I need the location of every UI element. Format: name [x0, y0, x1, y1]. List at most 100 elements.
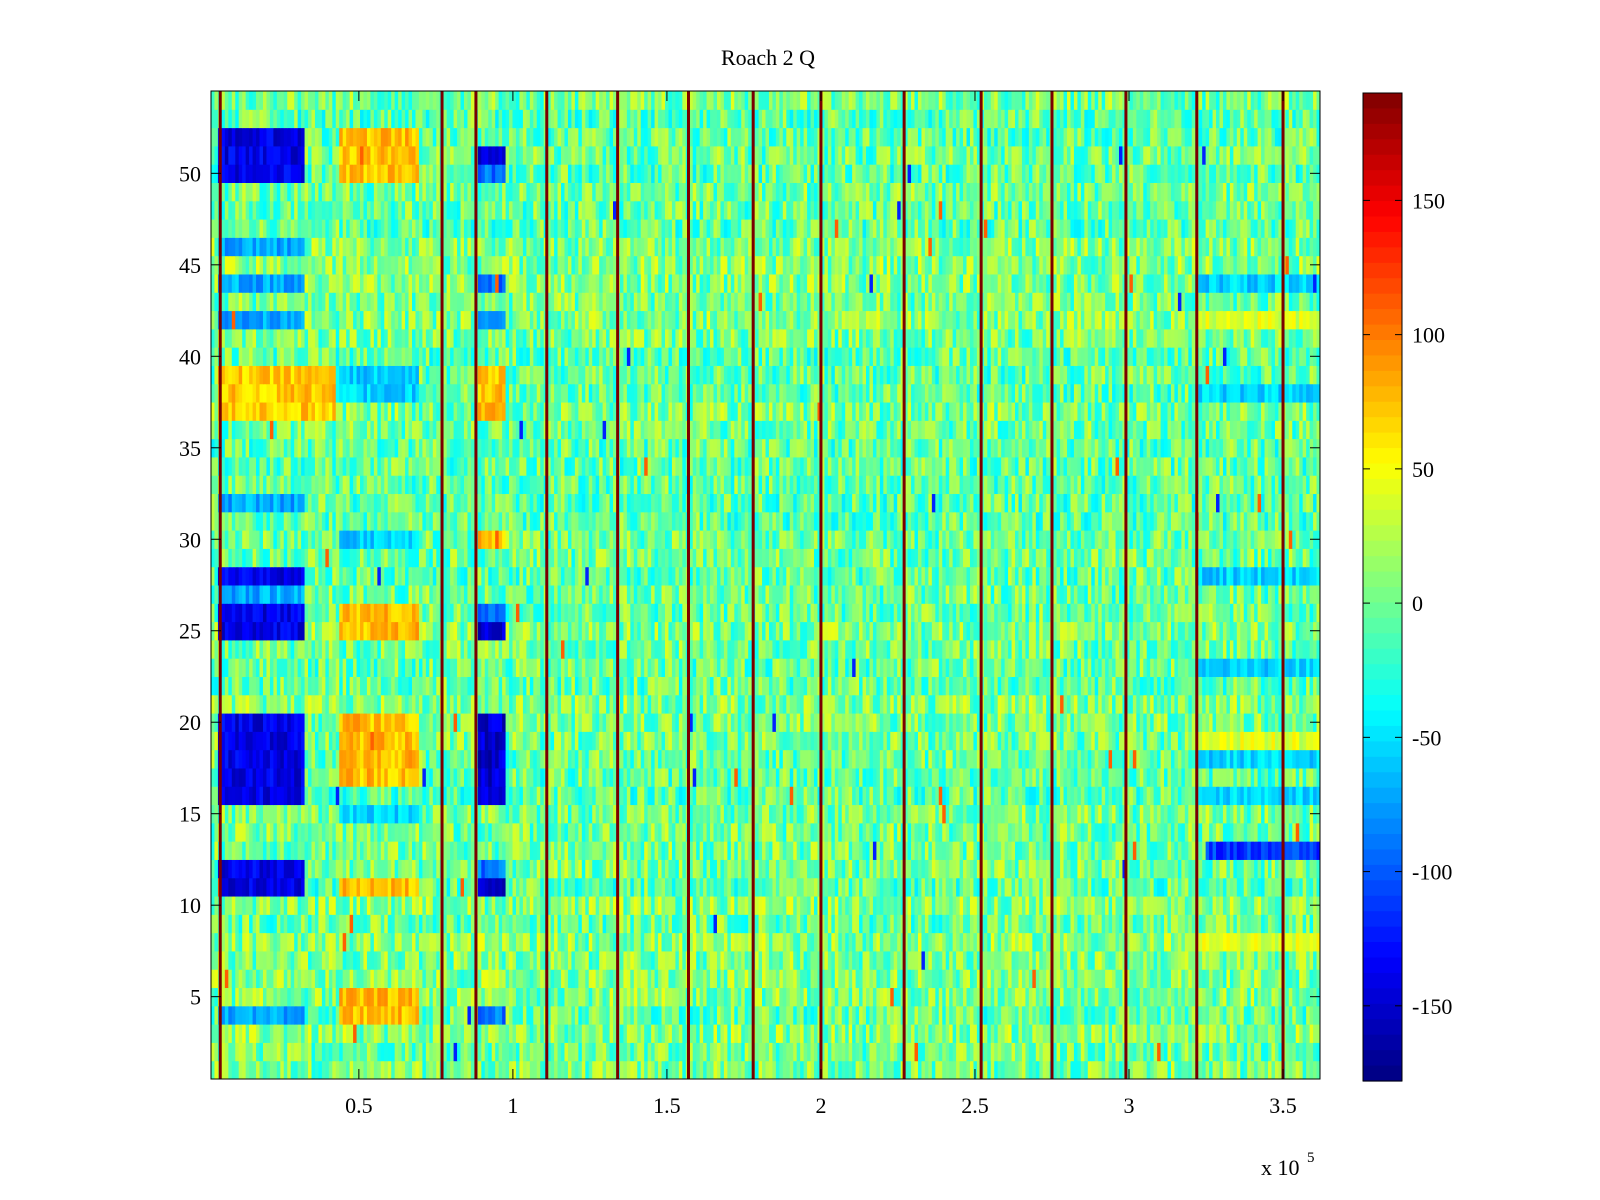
- heatmap-cell: [450, 1024, 454, 1043]
- heatmap-cell: [1129, 988, 1133, 1007]
- heatmap-cell: [1230, 988, 1234, 1007]
- heatmap-cell: [883, 805, 887, 824]
- heatmap-cell: [370, 823, 374, 842]
- heatmap-cell: [1105, 1042, 1109, 1061]
- heatmap-cell: [1271, 878, 1275, 897]
- heatmap-cell: [499, 951, 503, 970]
- heatmap-cell: [755, 823, 759, 842]
- heatmap-cell: [1105, 841, 1109, 860]
- heatmap-cell: [575, 1024, 579, 1043]
- heatmap-cell: [336, 1006, 340, 1025]
- heatmap-cell: [467, 914, 471, 933]
- heatmap-cell: [284, 1006, 288, 1025]
- heatmap-cell: [1292, 896, 1296, 915]
- heatmap-cell: [412, 878, 416, 897]
- heatmap-cell: [242, 951, 246, 970]
- heatmap-cell: [1261, 988, 1265, 1007]
- heatmap-cell: [533, 859, 537, 878]
- heatmap-cell: [291, 841, 295, 860]
- heatmap-cell: [779, 878, 783, 897]
- heatmap-cell: [284, 823, 288, 842]
- heatmap-cell: [814, 896, 818, 915]
- heatmap-cell: [513, 896, 517, 915]
- heatmap-cell: [447, 914, 451, 933]
- heatmap-cell: [1199, 1061, 1203, 1080]
- heatmap-cell: [561, 1042, 565, 1061]
- heatmap-cell: [558, 1006, 562, 1025]
- heatmap-cell: [429, 969, 433, 988]
- heatmap-cell: [499, 969, 503, 988]
- heatmap-cell: [1178, 841, 1182, 860]
- heatmap-cell: [263, 914, 267, 933]
- heatmap-cell: [648, 969, 652, 988]
- heatmap-cell: [1129, 1061, 1133, 1080]
- heatmap-cell: [1043, 823, 1047, 842]
- heatmap-cell: [908, 1042, 912, 1061]
- heatmap-cell: [960, 1024, 964, 1043]
- heatmap-cell: [998, 896, 1002, 915]
- heatmap-cell: [519, 933, 523, 952]
- heatmap-cell: [783, 1061, 787, 1080]
- heatmap-cell: [256, 1061, 260, 1080]
- heatmap-cell: [849, 896, 853, 915]
- heatmap-cell: [679, 1061, 683, 1080]
- heatmap-cell: [835, 859, 839, 878]
- heatmap-cell: [402, 805, 406, 824]
- heatmap-cell: [779, 841, 783, 860]
- heatmap-cell: [915, 896, 919, 915]
- heatmap-cell: [1206, 896, 1210, 915]
- heatmap-cell: [1240, 1006, 1244, 1025]
- heatmap-cell: [967, 969, 971, 988]
- heatmap-cell: [1237, 878, 1241, 897]
- heatmap-cell: [564, 914, 568, 933]
- heatmap-cell: [1185, 823, 1189, 842]
- heatmap-cell: [249, 933, 253, 952]
- heatmap-cell: [731, 1024, 735, 1043]
- heatmap-cell: [568, 933, 572, 952]
- heatmap-cell: [949, 933, 953, 952]
- heatmap-cell: [831, 969, 835, 988]
- heatmap-cell: [551, 933, 555, 952]
- heatmap-cell: [495, 969, 499, 988]
- heatmap-cell: [1147, 1042, 1151, 1061]
- heatmap-cell: [305, 1061, 309, 1080]
- heatmap-cell: [1057, 951, 1061, 970]
- heatmap-cell: [391, 823, 395, 842]
- heatmap-cell: [429, 1006, 433, 1025]
- heatmap-cell: [1057, 1006, 1061, 1025]
- heatmap-cell: [648, 1006, 652, 1025]
- heatmap-cell: [1265, 969, 1269, 988]
- heatmap-cell: [1285, 823, 1289, 842]
- heatmap-cell: [242, 786, 246, 805]
- heatmap-cell: [696, 859, 700, 878]
- heatmap-cell: [388, 823, 392, 842]
- heatmap-cell: [294, 951, 298, 970]
- heatmap-cell: [1091, 1061, 1095, 1080]
- heatmap-cell: [668, 841, 672, 860]
- heatmap-cell: [214, 951, 218, 970]
- heatmap-cell: [1199, 896, 1203, 915]
- heatmap-cell: [814, 805, 818, 824]
- heatmap-cell: [665, 896, 669, 915]
- heatmap-cell: [932, 878, 936, 897]
- heatmap-cell: [1292, 1006, 1296, 1025]
- heatmap-cell: [897, 823, 901, 842]
- heatmap-cell: [1116, 969, 1120, 988]
- heatmap-cell: [568, 1006, 572, 1025]
- heatmap-cell: [249, 1061, 253, 1080]
- heatmap-cell: [280, 1061, 284, 1080]
- heatmap-cell: [869, 1042, 873, 1061]
- heatmap-cell: [294, 969, 298, 988]
- heatmap-cell: [554, 896, 558, 915]
- heatmap-cell: [384, 1061, 388, 1080]
- heatmap-cell: [1275, 933, 1279, 952]
- heatmap-cell: [887, 878, 891, 897]
- heatmap-cell: [793, 878, 797, 897]
- heatmap-cell: [1161, 933, 1165, 952]
- heatmap-cell: [551, 786, 555, 805]
- heatmap-cell: [634, 1042, 638, 1061]
- heatmap-cell: [849, 914, 853, 933]
- heatmap-cell: [679, 951, 683, 970]
- heatmap-cell: [811, 859, 815, 878]
- heatmap-cell: [370, 1024, 374, 1043]
